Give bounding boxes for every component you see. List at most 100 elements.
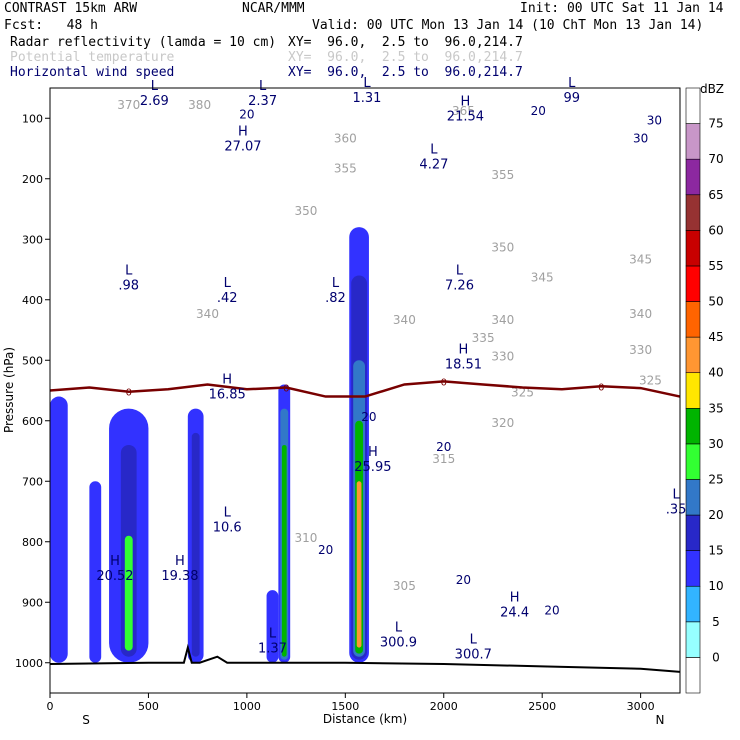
theta-labels: 370 380 365 360 355 355 350 350 345 345 340 340 340 3…: [117, 98, 662, 593]
extremum-type: L: [568, 76, 576, 91]
theta-contour-label: 340: [196, 307, 219, 321]
theta-contour-label: 330: [491, 349, 514, 363]
x-axis-label: Distance (km): [323, 712, 407, 726]
extremum-type: L: [672, 488, 680, 503]
theta-contour-label: 355: [334, 162, 357, 176]
reflectivity-cell: [191, 432, 200, 657]
reflectivity-cells: [50, 227, 369, 663]
colorbar-swatch: [685, 123, 701, 160]
theta-contour-label: 325: [511, 386, 534, 400]
valid-time: Valid: 00 UTC Mon 13 Jan 14 (10 ChT Mon …: [312, 18, 704, 33]
colorbar-label: 25: [708, 472, 723, 486]
reflectivity-cell: [124, 535, 133, 651]
theta-contour-label: 330: [629, 343, 652, 357]
colorbar: 0 5 10 15 20 25 30 35 40 45 50 55 60 65 70 75: [685, 87, 724, 694]
theta-contour-label: 350: [294, 204, 317, 218]
freezing-level: 0 0 0 0: [49, 377, 681, 399]
reflectivity-cell: [50, 396, 68, 663]
extremum-value: 4.27: [419, 158, 448, 173]
extremum-type: L: [151, 79, 159, 94]
extremum-type: L: [395, 621, 403, 636]
extremum-type: L: [224, 506, 232, 521]
wind-contour-label: 20: [361, 410, 376, 424]
extremum-type: L: [259, 79, 267, 94]
colorbar-label: 75: [708, 117, 723, 131]
x-end-label-right: N: [656, 713, 665, 727]
y-tick-label: 200: [22, 173, 43, 186]
theta-contour-label: 380: [188, 98, 211, 112]
theta-contour-label: 360: [334, 131, 357, 145]
x-tick-label: 2000: [430, 700, 458, 713]
extremum-value: .35: [666, 503, 687, 518]
wind-contour-label: 20: [239, 107, 254, 121]
extremum-type: H: [110, 554, 120, 569]
extremum-type: L: [224, 276, 232, 291]
extremum-value: .98: [118, 279, 139, 294]
colorbar-swatch: [685, 443, 701, 480]
extremum-type: H: [222, 373, 232, 388]
extremum-type: H: [510, 590, 520, 605]
colorbar-unit: dBZ: [700, 82, 724, 96]
field-label-theta: Potential temperature: [10, 50, 175, 65]
reflectivity-cell: [281, 444, 287, 657]
theta-contour-label: 370: [117, 98, 140, 112]
freezing-level-label: 0: [441, 377, 447, 388]
y-axis-label: Pressure (hPa): [2, 347, 16, 433]
colorbar-swatch: [685, 372, 701, 409]
title-center: NCAR/MMM: [242, 1, 305, 16]
field-label-reflectivity: Radar reflectivity (lamda = 10 cm): [10, 35, 277, 50]
colorbar-label: 60: [708, 223, 723, 237]
theta-contour-label: 345: [531, 271, 554, 285]
extremum-type: L: [430, 143, 438, 158]
extremum-type: L: [363, 76, 371, 91]
extremum-value: 300.7: [455, 648, 492, 663]
title-left: CONTRAST 15km ARW: [4, 1, 138, 16]
forecast-hour: Fcst: 48 h: [4, 18, 98, 33]
field-xy-reflectivity: XY= 96.0, 2.5 to 96.0,214.7: [288, 35, 523, 50]
wind-contour-label: 20: [436, 440, 451, 454]
wind-contour-label: 20: [531, 104, 546, 118]
extremum-type: H: [175, 554, 185, 569]
extremum-type: H: [238, 125, 248, 140]
x-tick-label: 1000: [233, 700, 261, 713]
extremum-value: 19.38: [161, 569, 198, 584]
freezing-level-label: 0: [283, 383, 289, 394]
extremum-value: 21.54: [447, 109, 484, 124]
wind-contour-label: 20: [318, 543, 333, 557]
extremum-value: 25.95: [354, 460, 391, 475]
plot-frame: [49, 87, 681, 694]
colorbar-swatch: [685, 301, 701, 338]
colorbar-swatch: [685, 621, 701, 658]
x-tick-label: 2500: [528, 700, 556, 713]
colorbar-label: 45: [708, 330, 723, 344]
theta-contour-label: 305: [393, 579, 416, 593]
colorbar-swatch: [685, 230, 701, 267]
field-xy-theta: XY= 96.0, 2.5 to 96.0,214.7: [288, 50, 523, 65]
wind-contour-label: 30: [647, 113, 662, 127]
colorbar-swatch: [685, 158, 701, 196]
theta-contour-label: 340: [393, 313, 416, 327]
extremum-value: 99: [563, 91, 580, 106]
colorbar-label: 40: [708, 366, 723, 380]
extremum-type: L: [269, 627, 277, 642]
reflectivity-cell: [266, 590, 279, 663]
colorbar-swatch: [685, 514, 701, 551]
y-tick-label: 600: [22, 415, 43, 428]
colorbar-label: 15: [708, 544, 723, 558]
field-label-wind: Horizontal wind speed: [10, 65, 175, 80]
colorbar-swatch: [685, 194, 701, 231]
reflectivity-cell: [356, 481, 362, 648]
colorbar-label: 30: [708, 437, 723, 451]
extremum-value: 1.37: [258, 642, 287, 657]
extremum-value: 7.26: [445, 279, 474, 294]
x-axis: 0 500 1000 1500 2000 2500 3000: [47, 693, 655, 713]
theta-contour-label: 335: [472, 331, 495, 345]
colorbar-swatch: [685, 550, 701, 587]
extremum-value: 300.9: [380, 636, 417, 651]
y-tick-label: 300: [22, 233, 43, 246]
colorbar-label: 10: [708, 579, 723, 593]
colorbar-swatch: [685, 87, 701, 124]
colorbar-swatch: [685, 336, 701, 374]
